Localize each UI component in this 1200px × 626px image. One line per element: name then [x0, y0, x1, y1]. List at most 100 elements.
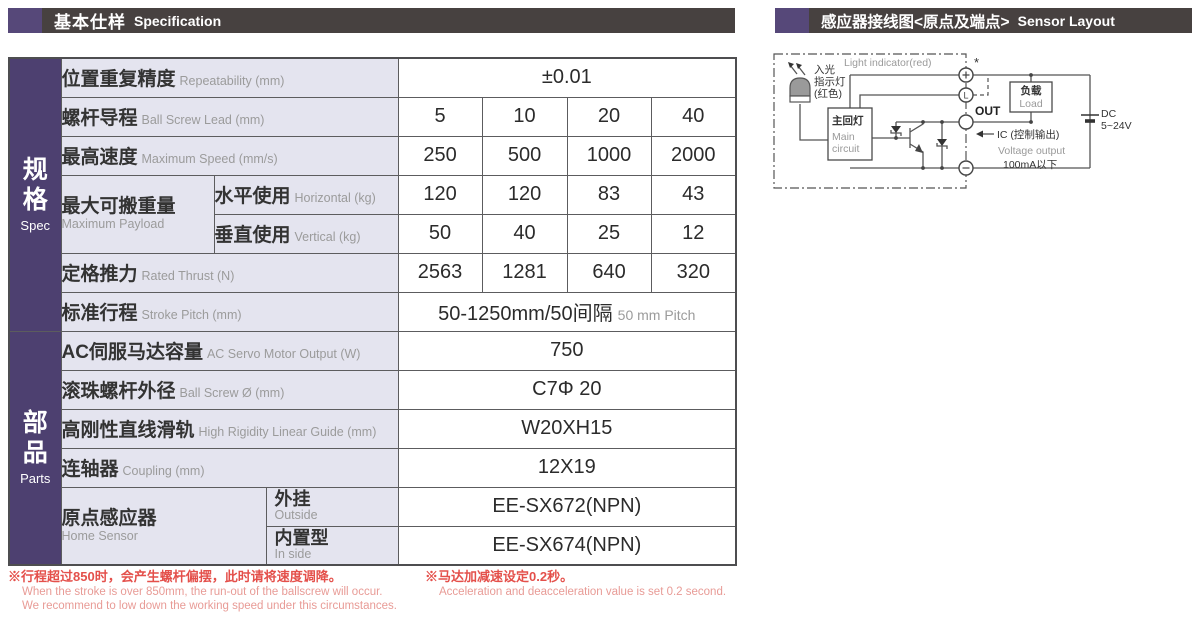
label-zh: 内置型 [274, 528, 329, 549]
dc-voltage-label: 5~24V [1101, 120, 1132, 132]
light-ray-arrows-icon [788, 62, 806, 76]
sidebar-parts-en: Parts [20, 471, 51, 487]
footnote-en-line1: Acceleration and deacceleration value is… [439, 585, 727, 598]
ic-output-label: IC (控制输出) [997, 128, 1059, 141]
value-lead-2: 10 [481, 96, 568, 137]
value-linear-guide: W20XH15 [397, 408, 737, 449]
label-en: Horizontal (kg) [294, 191, 376, 205]
label-zh: 垂直使用 [214, 225, 291, 246]
zener-diode-icon [890, 122, 902, 138]
label-en: In side [274, 547, 312, 562]
label-zh: 高刚性直线滑轨 [61, 420, 195, 441]
transistor-icon [909, 122, 924, 168]
value-lead-4: 40 [650, 96, 737, 137]
out-label: OUT [975, 104, 1001, 118]
label-home-sensor: 原点感应器 Home Sensor [60, 486, 267, 566]
label-en: Rated Thrust (N) [141, 269, 235, 283]
row-linear-guide: 高刚性直线滑轨 High Rigidity Linear Guide (mm) W… [9, 408, 737, 449]
current-limit-label: 100mA以下 [1003, 159, 1057, 171]
value-stroke-pitch: 50-1250mm/50间隔 50 mm Pitch [397, 291, 737, 332]
sensor-header-bar: 感应器接线图<原点及端点> Sensor Layout [809, 8, 1192, 33]
label-zh: 原点感应器 [61, 507, 157, 529]
light-indicator-label-zh2: 指示灯 [814, 75, 846, 88]
label-zh: 最高速度 [61, 147, 138, 168]
main-circuit-box [827, 107, 873, 161]
label-en: Maximum Speed (mm/s) [141, 152, 278, 166]
label-zh: 螺杆导程 [61, 108, 138, 129]
label-en: Ball Screw Ø (mm) [179, 386, 285, 400]
label-vertical: 垂直使用 Vertical (kg) [213, 213, 399, 254]
value-horizontal-4: 43 [650, 174, 737, 215]
footnote-en-line1: When the stroke is over 850mm, the run-o… [22, 585, 383, 598]
value-ball-screw-diameter: C7Φ 20 [397, 369, 737, 410]
label-max-speed: 最高速度 Maximum Speed (mm/s) [60, 135, 399, 176]
junction-dot [894, 136, 898, 140]
led-indicator-icon [789, 77, 811, 103]
sidebar-parts-zh: 部品 [22, 409, 48, 467]
value-coupling: 12X19 [397, 447, 737, 488]
footnote-acceleration: ※马达加减速设定0.2秒。 Acceleration and deacceler… [425, 569, 755, 599]
value-motor-output: 750 [397, 330, 737, 371]
voltage-output-label: Voltage output [998, 145, 1065, 157]
row-home-sensor-inside: 内置型 In side EE-SX674(NPN) [9, 525, 737, 566]
purple-accent-square [8, 8, 42, 33]
sensor-wiring-diagram: 主回灯 Main circuit Light indicator(red) 入光… [773, 53, 1132, 189]
value-horizontal-2: 120 [481, 174, 568, 215]
label-en: Maximum Payload [61, 217, 165, 232]
row-payload-horizontal: 最大可搬重量 Maximum Payload 水平使用 Horizontal (k… [9, 174, 737, 254]
label-zh: 滚珠螺杆外径 [61, 381, 176, 402]
label-linear-guide: 高刚性直线滑轨 High Rigidity Linear Guide (mm) [60, 408, 399, 449]
label-en: Vertical (kg) [294, 230, 361, 244]
terminal-out [958, 114, 974, 130]
spec-header-title-zh: 基本仕样 [54, 13, 126, 32]
load-label-zh: 负载 [1021, 84, 1043, 97]
light-indicator-label-zh1: 入光 [814, 63, 835, 76]
row-repeatability: 规格 Spec 位置重复精度 Repeatability (mm) ±0.01 [8, 57, 737, 332]
label-zh: 位置重复精度 [61, 69, 176, 91]
label-en: Outside [274, 508, 318, 523]
junction-dot [1029, 120, 1033, 124]
label-max-payload: 最大可搬重量 Maximum Payload [60, 174, 215, 254]
junction-dot [940, 166, 944, 170]
value-vertical-2: 40 [481, 213, 568, 254]
sensor-header-title-en: Sensor Layout [1017, 12, 1115, 29]
l-terminal-wire [859, 94, 966, 108]
main-circuit-label-en2: circuit [832, 143, 860, 155]
footnote-stroke-warning: ※行程超过850时，会产生螺杆偏摆，此时请将速度调降。 When the str… [8, 569, 408, 613]
label-stroke-pitch: 标准行程 Stroke Pitch (mm) [60, 291, 399, 332]
footnote-zh: ※行程超过850时，会产生螺杆偏摆，此时请将速度调降。 [8, 569, 342, 584]
label-zh: 水平使用 [214, 186, 291, 207]
l-select-dashed-wire [973, 75, 989, 96]
terminal-plus [958, 67, 974, 83]
label-zh: 最大可搬重量 [61, 196, 176, 218]
ic-arrow-icon [976, 130, 994, 138]
value-horizontal-1: 120 [397, 174, 483, 215]
main-circuit-label-zh: 主回灯 [832, 114, 864, 127]
label-en: Home Sensor [61, 528, 138, 543]
label-en: Coupling (mm) [122, 464, 205, 478]
value-speed-4: 2000 [650, 135, 737, 176]
label-motor-output: AC伺服马达容量 AC Servo Motor Output (W) [60, 330, 399, 371]
label-en: Ball Screw Lead (mm) [141, 113, 265, 127]
row-motor-output: 部品 Parts AC伺服马达容量 AC Servo Motor Output (… [8, 330, 737, 566]
load-label-en: Load [1019, 98, 1043, 110]
junction-dot [921, 120, 925, 124]
label-zh: 连轴器 [61, 459, 119, 480]
zener-diode-icon [936, 122, 948, 168]
value-inside-sensor: EE-SX674(NPN) [397, 525, 737, 566]
label-rated-thrust: 定格推力 Rated Thrust (N) [60, 252, 399, 293]
led-wire [799, 104, 828, 141]
value-zh: 50-1250mm/50间隔 [438, 303, 613, 325]
value-horizontal-3: 83 [566, 174, 652, 215]
terminal-l: L [958, 87, 974, 103]
value-speed-1: 250 [397, 135, 483, 176]
sensor-header-title-zh: 感应器接线图<原点及端点> [821, 13, 1010, 31]
value-speed-3: 1000 [566, 135, 652, 176]
label-ball-screw-diameter: 滚珠螺杆外径 Ball Screw Ø (mm) [60, 369, 399, 410]
dc-label: DC [1101, 108, 1117, 120]
value-outside-sensor: EE-SX672(NPN) [397, 486, 737, 527]
label-zh: 外挂 [274, 489, 311, 510]
spec-table: 规格 Spec 位置重复精度 Repeatability (mm) ±0.01 螺… [8, 57, 738, 566]
row-payload-vertical: 垂直使用 Vertical (kg) 50 40 25 12 [9, 213, 737, 254]
label-en: Stroke Pitch (mm) [141, 308, 242, 322]
